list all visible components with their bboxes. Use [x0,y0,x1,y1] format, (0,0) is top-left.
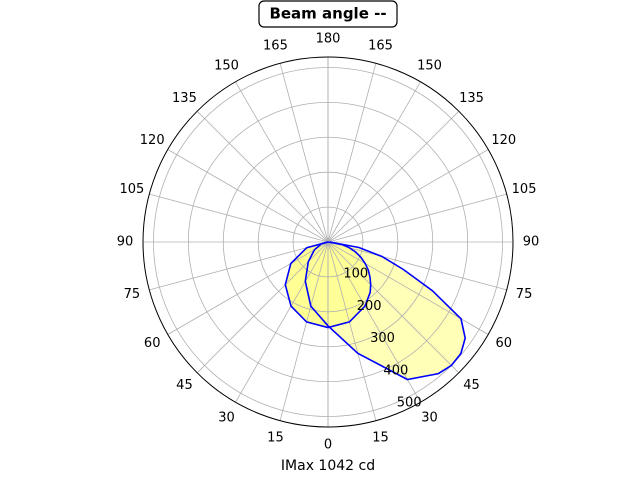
r-tick-label: 500 [397,396,422,411]
angle-tick-label: 120 [140,133,165,148]
grid-spoke [327,81,421,243]
grid-spoke [327,110,460,243]
line [284,241,372,329]
grid-spoke [149,241,329,291]
grid-spoke [327,241,507,291]
grid-spoke [196,241,329,374]
grid-spoke [149,193,329,243]
chart-title: Beam angle -- [269,5,386,23]
grid-spoke [327,193,507,243]
line [304,241,467,381]
angle-tick-label: 150 [214,59,239,74]
angle-tick-label: 120 [491,133,516,148]
grid-spoke [327,241,421,403]
angle-tick-label: 45 [463,378,480,393]
angle-tick-label: 60 [144,336,161,351]
angle-tick-label: 90 [523,235,540,250]
grid-spoke [235,81,329,243]
title-box [258,0,398,28]
grid-spoke [167,149,329,243]
angle-tick-label: 135 [459,91,484,106]
grid-spoke [235,241,329,403]
r-tick-label: 300 [370,331,395,346]
x-axis-label: IMax 1042 cd [281,458,375,474]
grid-spoke [279,63,329,243]
angle-tick-label: 75 [124,287,141,302]
grid-spoke [327,63,377,243]
angle-tick-label: 0 [324,438,332,453]
angle-tick-label: 165 [263,38,288,53]
grid-spoke [327,241,377,421]
angle-tick-label: 15 [267,431,284,446]
angle-tick-label: 15 [372,431,389,446]
angle-tick-label: 30 [421,410,438,425]
grid-spoke [196,110,329,243]
angle-tick-label: 30 [218,410,235,425]
grid-spoke [327,241,460,374]
area [305,242,466,380]
r-tick-label: 100 [343,267,368,282]
angle-tick-label: 105 [512,182,537,197]
angle-tick-label: 135 [172,91,197,106]
r-tick-label: 400 [383,363,408,378]
angle-tick-label: 105 [120,182,145,197]
grid-spoke [279,241,329,421]
angle-tick-label: 90 [117,235,134,250]
angle-tick-label: 180 [316,32,341,47]
r-tick-label: 200 [357,299,382,314]
angle-tick-label: 165 [368,38,393,53]
grid-spoke [167,241,329,335]
angle-tick-label: 150 [417,59,442,74]
grid-spoke [327,149,489,243]
angle-tick-label: 75 [516,287,533,302]
polar-frame [142,56,514,428]
angle-tick-label: 45 [176,378,193,393]
angle-tick-label: 60 [496,336,513,351]
